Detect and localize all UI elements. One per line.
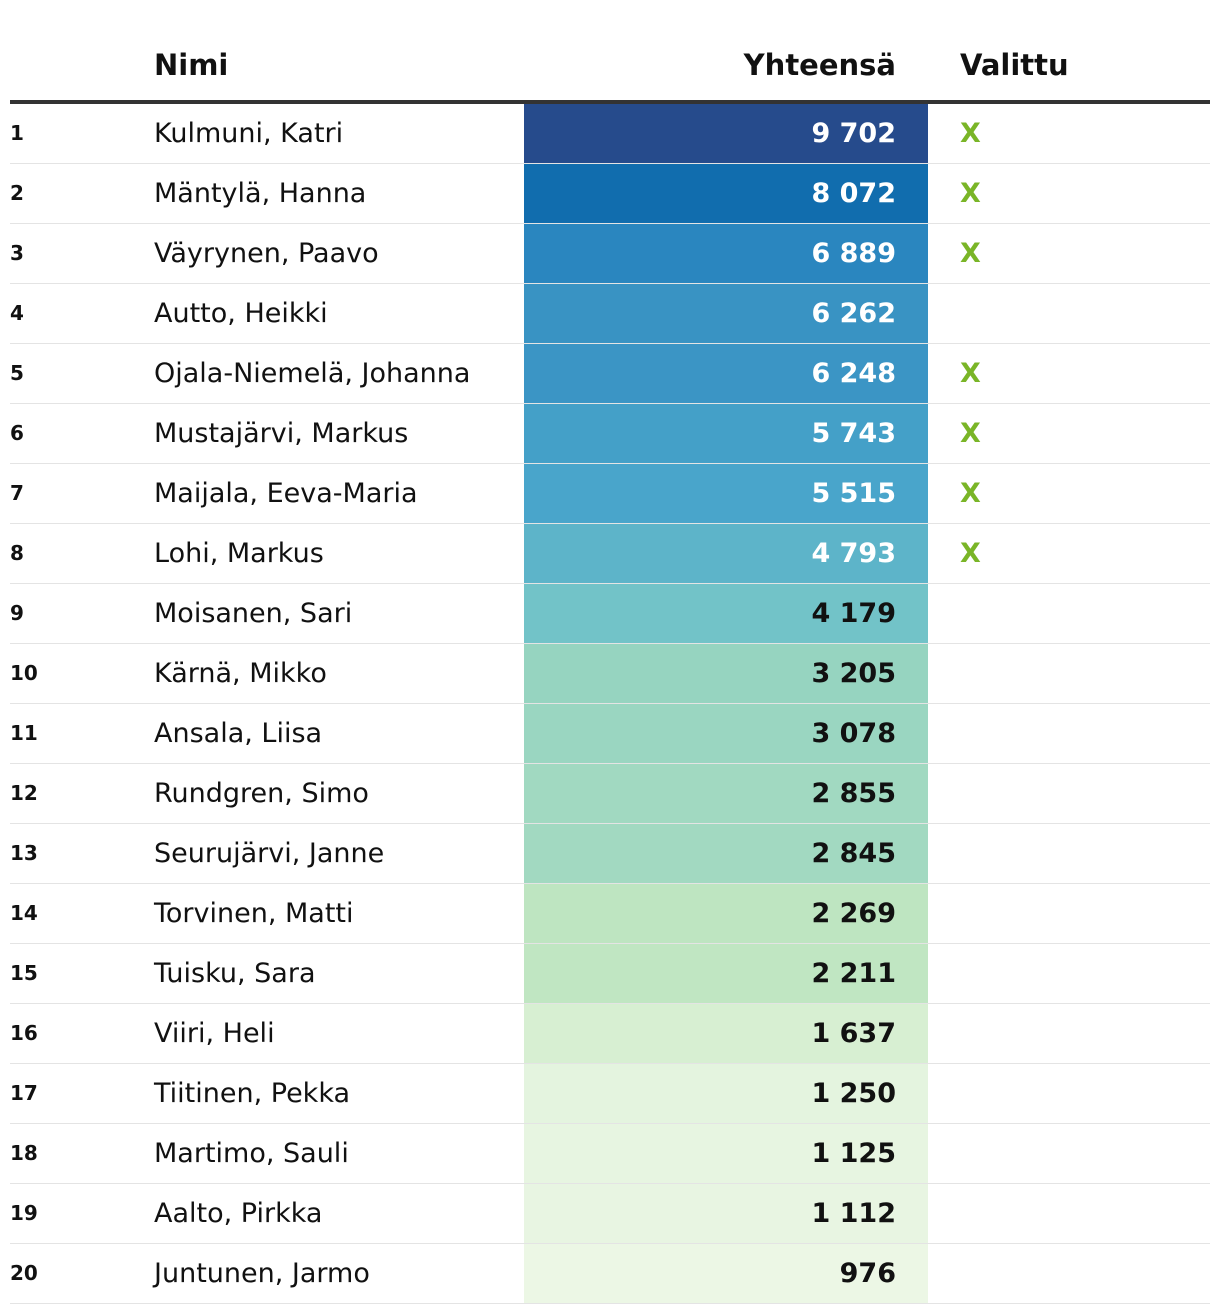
total-cell: 4 793 (524, 524, 928, 583)
rank-cell: 8 (10, 541, 24, 565)
table-row: 4 Autto, Heikki 6 262 (10, 284, 1210, 344)
rank-cell: 11 (10, 721, 38, 745)
rank-cell: 14 (10, 901, 38, 925)
total-cell: 3 205 (524, 644, 928, 703)
total-cell: 6 248 (524, 344, 928, 403)
name-cell: Tuisku, Sara (154, 958, 316, 989)
total-cell: 2 845 (524, 824, 928, 883)
selected-mark: X (960, 358, 981, 389)
total-cell: 2 855 (524, 764, 928, 823)
results-table: Nimi Yhteensä Valittu 1 Kulmuni, Katri 9 7… (10, 0, 1210, 1304)
table-header: Nimi Yhteensä Valittu (10, 0, 1210, 104)
total-cell: 5 515 (524, 464, 928, 523)
rank-cell: 5 (10, 361, 24, 385)
table-row: 12 Rundgren, Simo 2 855 (10, 764, 1210, 824)
total-cell: 8 072 (524, 164, 928, 223)
total-cell: 5 743 (524, 404, 928, 463)
name-cell: Ansala, Liisa (154, 718, 323, 749)
name-cell: Aalto, Pirkka (154, 1198, 323, 1229)
table-row: 19 Aalto, Pirkka 1 112 (10, 1184, 1210, 1244)
total-cell: 1 637 (524, 1004, 928, 1063)
total-cell: 2 211 (524, 944, 928, 1003)
table-row: 6 Mustajärvi, Markus 5 743 X (10, 404, 1210, 464)
table-row: 8 Lohi, Markus 4 793 X (10, 524, 1210, 584)
name-cell: Kärnä, Mikko (154, 658, 327, 689)
rank-cell: 1 (10, 121, 24, 145)
total-cell: 1 125 (524, 1124, 928, 1183)
table-row: 17 Tiitinen, Pekka 1 250 (10, 1064, 1210, 1124)
name-cell: Maijala, Eeva-Maria (154, 478, 418, 509)
table-row: 18 Martimo, Sauli 1 125 (10, 1124, 1210, 1184)
header-total: Yhteensä (743, 48, 896, 82)
table-row: 14 Torvinen, Matti 2 269 (10, 884, 1210, 944)
table-row: 16 Viiri, Heli 1 637 (10, 1004, 1210, 1064)
rank-cell: 13 (10, 841, 38, 865)
rank-cell: 3 (10, 241, 24, 265)
selected-mark: X (960, 178, 981, 209)
total-cell: 9 702 (524, 104, 928, 163)
rank-cell: 19 (10, 1201, 38, 1225)
selected-mark: X (960, 538, 981, 569)
table-row: 7 Maijala, Eeva-Maria 5 515 X (10, 464, 1210, 524)
table-row: 10 Kärnä, Mikko 3 205 (10, 644, 1210, 704)
table-row: 20 Juntunen, Jarmo 976 (10, 1244, 1210, 1304)
rank-cell: 18 (10, 1141, 38, 1165)
table-row: 9 Moisanen, Sari 4 179 (10, 584, 1210, 644)
rank-cell: 15 (10, 961, 38, 985)
table-row: 1 Kulmuni, Katri 9 702 X (10, 104, 1210, 164)
name-cell: Torvinen, Matti (154, 898, 354, 929)
total-cell: 1 250 (524, 1064, 928, 1123)
table-row: 15 Tuisku, Sara 2 211 (10, 944, 1210, 1004)
selected-mark: X (960, 418, 981, 449)
rank-cell: 7 (10, 481, 24, 505)
selected-mark: X (960, 238, 981, 269)
selected-mark: X (960, 478, 981, 509)
name-cell: Väyrynen, Paavo (154, 238, 379, 269)
name-cell: Mustajärvi, Markus (154, 418, 409, 449)
name-cell: Ojala-Niemelä, Johanna (154, 358, 471, 389)
rank-cell: 20 (10, 1261, 38, 1285)
table-row: 11 Ansala, Liisa 3 078 (10, 704, 1210, 764)
header-name: Nimi (154, 48, 229, 82)
total-cell: 976 (524, 1244, 928, 1303)
name-cell: Rundgren, Simo (154, 778, 369, 809)
total-cell: 1 112 (524, 1184, 928, 1243)
rank-cell: 12 (10, 781, 38, 805)
rank-cell: 16 (10, 1021, 38, 1045)
name-cell: Seurujärvi, Janne (154, 838, 385, 869)
header-selected: Valittu (960, 48, 1069, 82)
name-cell: Autto, Heikki (154, 298, 328, 329)
table-row: 5 Ojala-Niemelä, Johanna 6 248 X (10, 344, 1210, 404)
total-cell: 2 269 (524, 884, 928, 943)
rank-cell: 17 (10, 1081, 38, 1105)
name-cell: Tiitinen, Pekka (154, 1078, 351, 1109)
table-row: 2 Mäntylä, Hanna 8 072 X (10, 164, 1210, 224)
total-cell: 4 179 (524, 584, 928, 643)
name-cell: Moisanen, Sari (154, 598, 353, 629)
name-cell: Lohi, Markus (154, 538, 324, 569)
table-row: 3 Väyrynen, Paavo 6 889 X (10, 224, 1210, 284)
name-cell: Kulmuni, Katri (154, 118, 344, 149)
selected-mark: X (960, 118, 981, 149)
rank-cell: 9 (10, 601, 24, 625)
total-cell: 6 889 (524, 224, 928, 283)
name-cell: Juntunen, Jarmo (154, 1258, 370, 1289)
name-cell: Mäntylä, Hanna (154, 178, 367, 209)
table-body: 1 Kulmuni, Katri 9 702 X 2 Mäntylä, Hanna 8 07… (10, 104, 1210, 1304)
rank-cell: 2 (10, 181, 24, 205)
rank-cell: 6 (10, 421, 24, 445)
rank-cell: 4 (10, 301, 24, 325)
total-cell: 3 078 (524, 704, 928, 763)
name-cell: Viiri, Heli (154, 1018, 275, 1049)
name-cell: Martimo, Sauli (154, 1138, 349, 1169)
total-cell: 6 262 (524, 284, 928, 343)
table-row: 13 Seurujärvi, Janne 2 845 (10, 824, 1210, 884)
rank-cell: 10 (10, 661, 38, 685)
